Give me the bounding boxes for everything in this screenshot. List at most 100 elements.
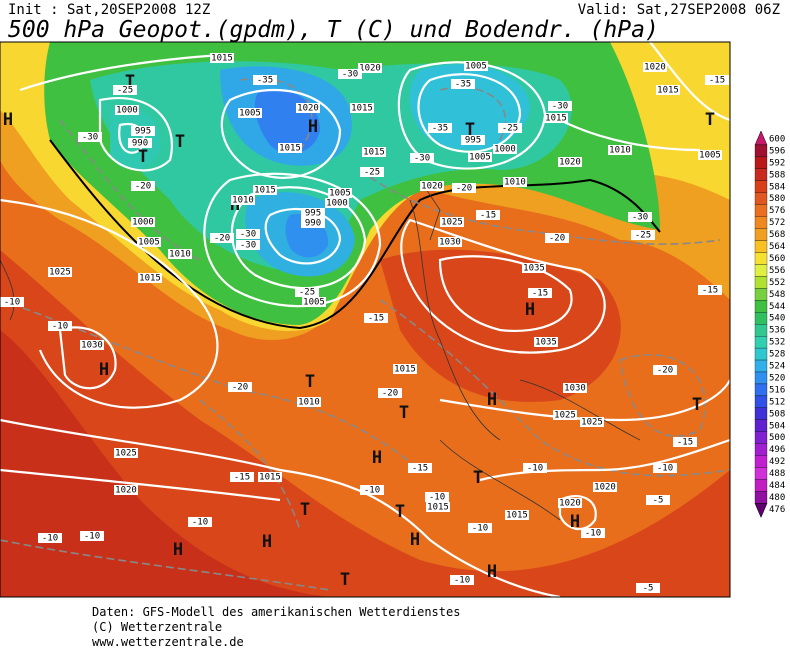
pressure-center: H [99,360,109,380]
colorbar-label: 536 [769,326,785,336]
colorbar-label: 516 [769,385,785,395]
label-box [628,212,652,222]
colorbar-label: 476 [769,505,785,515]
contour-label: 1015 [139,274,161,284]
label-box [528,288,552,298]
contour-label: -15 [532,289,548,299]
pressure-center: T [305,372,315,392]
label-box [297,397,321,407]
label-box [301,218,325,228]
contour-label: -30 [82,133,98,143]
colorbar-cell [754,312,768,325]
colorbar-label: 492 [769,457,785,467]
label-box [131,181,155,191]
contour-label: 1020 [297,104,319,114]
pressure-center: T [138,147,148,167]
label-box [210,53,234,63]
contour-label: -10 [4,298,20,308]
colorbar-label: 556 [769,266,785,276]
colorbar-label: 540 [769,314,785,324]
label-box [558,157,582,167]
contour-label: 1025 [554,411,576,421]
contour-label: 1030 [439,238,461,248]
colorbar-cell [754,455,768,468]
colorbar-label: 480 [769,493,785,503]
contour-label: -20 [214,234,230,244]
contour-label: 1035 [535,338,557,348]
colorbar-label: 560 [769,254,785,264]
colorbar-label: 552 [769,278,785,288]
label-box [631,230,655,240]
label-box [438,237,462,247]
label-box [48,321,72,331]
colorbar-cell [754,431,768,444]
label-box [188,517,212,527]
contour-label: 1020 [594,483,616,493]
contour-label: -15 [480,211,496,221]
label-box [302,297,326,307]
contour-label: 1005 [465,62,487,72]
label-box [278,143,302,153]
contour-label: 1025 [581,418,603,428]
label-box [656,85,680,95]
label-box [137,237,161,247]
label-box [643,62,667,72]
contour-label: -25 [364,168,380,178]
contour-label: 1020 [644,63,666,73]
label-box [553,410,577,420]
contour-label: 1035 [523,264,545,274]
contour-label: -5 [643,584,654,594]
map: TTHTHTHHTTHTHTTTHHHHTHTH1015102010051000… [0,42,730,597]
label-box [115,105,139,115]
pressure-center: H [372,448,382,468]
contour-label: 1015 [259,473,281,483]
colorbar-label: 584 [769,182,785,192]
contour-label: -10 [527,464,543,474]
colorbar-cell [754,240,768,253]
contour-label: -25 [502,124,518,134]
colorbar-cell [754,359,768,373]
label-box [238,108,262,118]
label-box [580,417,604,427]
colorbar-cell [754,252,768,265]
contour-label: -30 [632,213,648,223]
colorbar-cell [754,491,768,504]
label-box [258,472,282,482]
contour-label: -25 [117,86,133,96]
label-box [653,365,677,375]
contour-label: 995 [465,136,481,146]
colorbar-cell [754,288,768,301]
label-box [563,383,587,393]
label-box [362,147,386,157]
label-box [428,123,452,133]
contour-label: -15 [234,473,250,483]
label-box [364,313,388,323]
label-box [505,510,529,520]
pressure-center: T [340,570,350,590]
label-box [113,85,137,95]
colorbar-label: 512 [769,397,785,407]
colorbar-cell [754,180,768,193]
label-box [476,210,500,220]
contour-label: -30 [414,154,430,164]
contour-label: -20 [657,366,673,376]
pressure-center: H [262,532,272,552]
pressure-center: H [410,530,420,550]
colorbar-label: 548 [769,290,785,300]
colorbar-cell [754,130,768,146]
contour-label: 1005 [469,153,491,163]
label-box [48,267,72,277]
contour-label: -10 [84,532,100,542]
contour-label: -10 [454,576,470,586]
colorbar-label: 500 [769,433,785,443]
contour-label: 1015 [657,86,679,96]
label-box [545,233,569,243]
pressure-center: T [125,72,135,92]
label-box [360,167,384,177]
colorbar-label: 576 [769,206,785,216]
label-box [451,79,475,89]
contour-label: -30 [240,241,256,251]
contour-label: 1015 [254,186,276,196]
contour-label: 1025 [441,218,463,228]
